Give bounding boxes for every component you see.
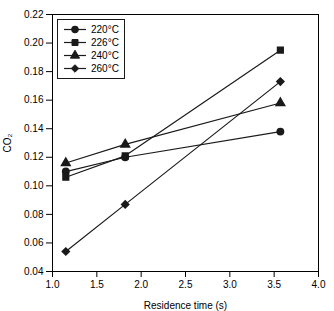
svg-text:3.0: 3.0 xyxy=(223,279,237,290)
svg-text:0.14: 0.14 xyxy=(24,123,44,134)
svg-text:0.08: 0.08 xyxy=(24,209,44,220)
html-text:220°C: 220°C xyxy=(91,24,119,35)
svg-text:0.12: 0.12 xyxy=(24,151,44,162)
svg-text:1.5: 1.5 xyxy=(90,279,104,290)
svg-text:2.5: 2.5 xyxy=(179,279,193,290)
html-text:240°C: 240°C xyxy=(91,50,119,61)
svg-text:1.0: 1.0 xyxy=(46,279,60,290)
html-text:260°C: 260°C xyxy=(91,63,119,74)
svg-text:3.5: 3.5 xyxy=(267,279,281,290)
svg-text:0.06: 0.06 xyxy=(24,237,44,248)
svg-text:0.18: 0.18 xyxy=(24,66,44,77)
svg-text:0.04: 0.04 xyxy=(24,266,44,277)
svg-text:0.10: 0.10 xyxy=(24,180,44,191)
svg-text:0.16: 0.16 xyxy=(24,94,44,105)
svg-text:CO₂: CO₂ xyxy=(2,133,13,152)
svg-text:Residence time (s): Residence time (s) xyxy=(144,300,227,311)
svg-text:2.0: 2.0 xyxy=(134,279,148,290)
svg-text:0.20: 0.20 xyxy=(24,37,44,48)
html-text:226°C: 226°C xyxy=(91,37,119,48)
svg-text:4.0: 4.0 xyxy=(312,279,326,290)
svg-text:0.22: 0.22 xyxy=(24,9,44,20)
